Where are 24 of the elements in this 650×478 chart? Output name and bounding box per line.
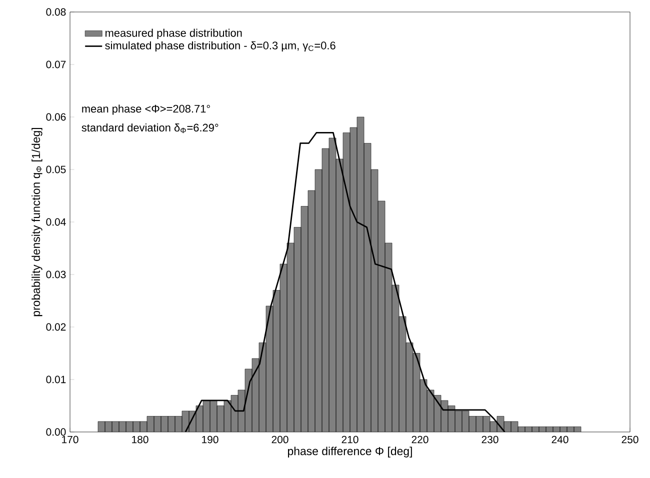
x-tick-label: 210: [342, 436, 358, 444]
y-tick-label: 0.01: [46, 376, 66, 384]
x-tick-label: 200: [272, 436, 288, 444]
y-tick-label: 0.02: [46, 323, 66, 331]
x-tick-label: 180: [132, 436, 148, 444]
x-tick-label: 190: [202, 436, 218, 444]
x-tick-label: 250: [622, 436, 638, 444]
annotation: standard deviation δ$_{Φ}$=6.29°: [82, 123, 218, 134]
annotation: mean phase <Φ>=208.71°: [82, 104, 210, 115]
legend-label: simulated phase distribution - δ=0.3 µm, γ$_{C}$=0.6: [105, 41, 336, 52]
y-tick-label: 0.03: [46, 270, 66, 278]
y-tick-label: 0.08: [46, 8, 66, 16]
x-tick-label: 240: [552, 436, 568, 444]
x-tick-label: 170: [62, 436, 78, 444]
y-tick-label: 0.07: [46, 60, 66, 68]
x-tick-label: 230: [482, 436, 498, 444]
x-axis-title: phase difference Φ [deg]: [288, 446, 412, 458]
y-axis-title: probability density function q$_{Φ}$ [1/deg]: [32, 128, 42, 316]
y-tick-label: 0.00: [46, 428, 66, 436]
y-tick-label: 0.06: [46, 113, 66, 121]
y-tick-label: 0.05: [46, 166, 66, 174]
y-tick-label: 0.04: [46, 218, 66, 226]
legend-label: measured phase distribution: [106, 28, 242, 39]
x-tick-label: 220: [412, 436, 428, 444]
